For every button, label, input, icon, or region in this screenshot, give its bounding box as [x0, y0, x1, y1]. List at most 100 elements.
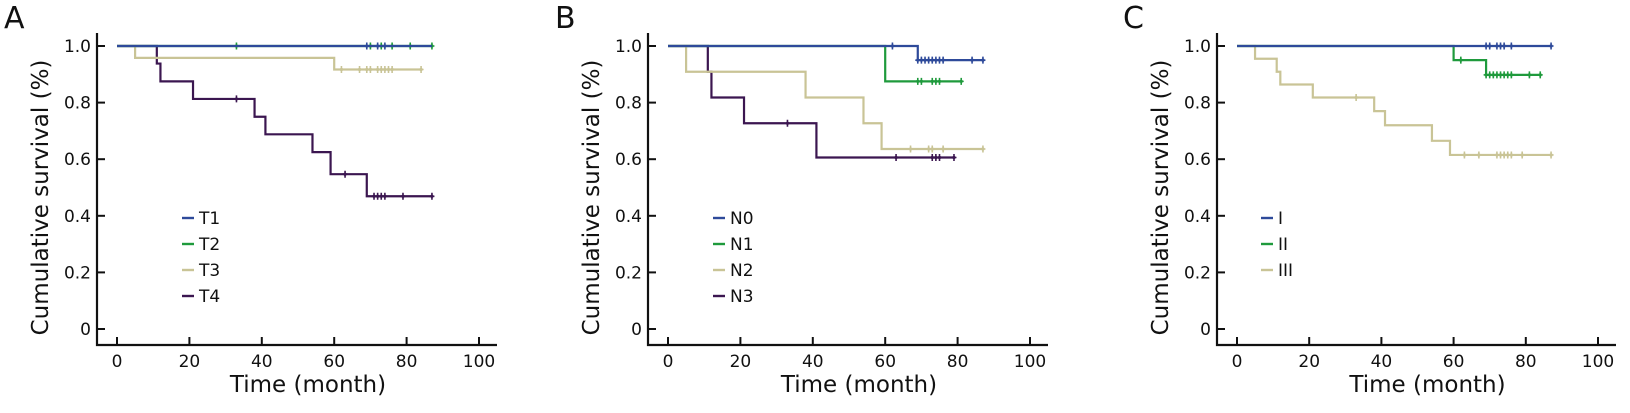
survival-curve-n0	[668, 44, 983, 62]
survival-curve-iii	[1237, 44, 1552, 157]
y-tick-label: 0.4	[64, 207, 91, 227]
survival-curve-n2	[668, 44, 983, 151]
y-tick-label: 1.0	[64, 37, 91, 57]
panel-b: B 0 0.2 0.4 0.6 0.8 1.0 0 20 40 60 80 100 Time (month…	[555, 1, 1048, 398]
legend-label-n2: N2	[730, 261, 754, 281]
y-tick-label: 0.6	[1184, 150, 1211, 170]
series-n2	[668, 44, 986, 153]
censor-dot	[970, 58, 974, 62]
censor-dot	[930, 147, 934, 151]
censor-dot	[1549, 153, 1553, 157]
censor-dot	[919, 79, 924, 83]
censor-dot	[1495, 73, 1499, 77]
axes	[646, 33, 1048, 347]
legend: T1 T2 T3 T4	[182, 209, 220, 307]
censor-dot	[916, 79, 920, 83]
censor-dot	[1527, 73, 1532, 77]
censor-dot	[1484, 44, 1488, 48]
x-tick-label: 0	[112, 352, 123, 372]
x-tick-label: 0	[1232, 352, 1243, 372]
censor-dot	[1502, 73, 1506, 77]
x-axis-title: Time (month)	[1348, 372, 1505, 398]
x-tick-label: 80	[1515, 352, 1537, 372]
series-t4	[117, 44, 435, 200]
x-tick-label: 40	[802, 352, 824, 372]
censor-dot	[908, 147, 913, 151]
y-tick-label: 0	[1200, 320, 1211, 340]
censor-dot	[376, 67, 380, 72]
legend-label-t1: T1	[198, 209, 220, 229]
censor-dot	[401, 194, 405, 198]
x-tick-label: 80	[396, 352, 418, 372]
censor-dot	[941, 58, 945, 62]
series-t3	[117, 44, 424, 73]
y-axis-title: Cumulative survival (%)	[28, 60, 54, 336]
censor-dot	[383, 67, 387, 72]
censor-dot	[927, 147, 931, 151]
x-tick-label: 0	[663, 352, 674, 372]
censor-dot	[919, 58, 924, 62]
censor-dot	[386, 67, 391, 72]
y-tick-label: 0	[80, 320, 91, 340]
x-tick-label: 40	[1371, 352, 1393, 372]
legend-label-n3: N3	[730, 287, 754, 307]
censor-dot	[937, 79, 942, 83]
x-tick-label: 80	[947, 352, 969, 372]
censor-dot	[959, 79, 963, 83]
x-tick-label: 60	[323, 352, 345, 372]
x-tick-label: 20	[179, 352, 201, 372]
censor-dot	[894, 155, 898, 160]
censor-dot	[1495, 44, 1499, 48]
censor-dot	[390, 67, 394, 72]
censor-dot	[1509, 44, 1513, 48]
censor-dot	[419, 67, 423, 72]
censor-dot	[1495, 153, 1499, 157]
censor-dot	[1477, 153, 1481, 157]
censor-dot	[1462, 153, 1467, 157]
censor-dot	[383, 44, 387, 48]
censor-dot	[343, 172, 347, 176]
censor-dot	[1520, 153, 1524, 157]
y-tick-label: 0.6	[64, 150, 91, 170]
censor-dot	[934, 58, 938, 62]
censor-dot	[981, 147, 985, 151]
y-tick-label: 0.2	[64, 263, 91, 283]
axes	[1215, 33, 1616, 347]
censor-dot	[1484, 73, 1488, 77]
x-tick-label: 100	[463, 352, 495, 372]
censor-dot	[383, 194, 387, 198]
censor-dot	[1498, 73, 1503, 77]
legend-label-t3: T3	[198, 261, 220, 281]
censor-dot	[1498, 44, 1503, 48]
panel-letter: C	[1123, 1, 1144, 36]
y-axis-title: Cumulative survival (%)	[579, 60, 605, 336]
censor-dot	[1509, 73, 1513, 77]
censor-dot	[923, 58, 927, 62]
y-tick-label: 0.4	[615, 207, 642, 227]
y-tick-label: 0.8	[1184, 94, 1211, 114]
y-tick-label: 0.2	[1184, 263, 1211, 283]
censor-dot	[937, 155, 942, 160]
censor-dot	[379, 67, 383, 72]
series-t1	[117, 42, 432, 50]
y-tick-label: 0.8	[64, 94, 91, 114]
censor-dot	[934, 79, 938, 83]
censor-dot	[1488, 44, 1492, 48]
censor-dot	[1498, 153, 1503, 157]
censor-dot	[357, 67, 362, 72]
legend-label-t2: T2	[198, 235, 220, 255]
censor-dot	[952, 155, 956, 160]
censor-dot	[1491, 73, 1495, 77]
y-axis-title: Cumulative survival (%)	[1148, 60, 1174, 336]
censor-dot	[1538, 73, 1542, 77]
censor-dot	[368, 67, 372, 72]
censor-dot	[365, 67, 369, 72]
censor-dot	[927, 58, 931, 62]
y-tick-label: 0.4	[1184, 207, 1211, 227]
x-tick-label: 100	[1582, 352, 1614, 372]
survival-curve-t3	[117, 44, 422, 71]
x-tick-label: 20	[730, 352, 752, 372]
series-ii	[1237, 44, 1543, 79]
